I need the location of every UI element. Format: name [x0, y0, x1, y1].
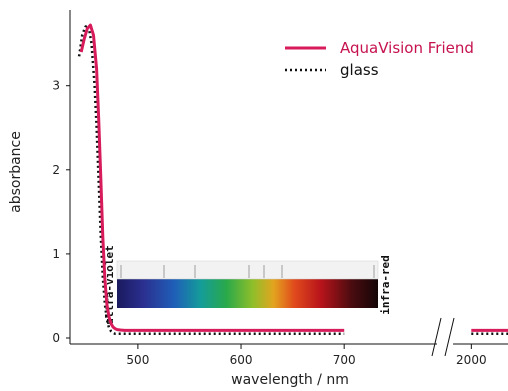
x-axis-ticks: 500 600 700 2000: [126, 344, 487, 367]
axis-break-marks: [431, 317, 455, 357]
x-tick-label: 2000: [456, 353, 487, 367]
x-tick-label: 500: [126, 353, 149, 367]
y-tick-label: 0: [52, 331, 60, 345]
legend-label-glass: glass: [340, 61, 379, 79]
x-axis-title: wavelength / nm: [231, 372, 349, 388]
x-tick-label: 700: [333, 353, 356, 367]
y-tick-label: 2: [52, 163, 60, 177]
y-tick-label: 3: [52, 79, 60, 93]
legend-label-aquavision: AquaVision Friend: [340, 39, 474, 57]
series-line-aquavision-friend-part-0: [79, 23, 345, 332]
y-tick-label: 1: [52, 247, 60, 261]
infra-red-label: infra-red: [379, 255, 392, 315]
x-tick-label: 600: [230, 353, 253, 367]
y-axis-title: absorbance: [8, 131, 24, 213]
y-axis-ticks: 0 1 2 3: [52, 79, 70, 345]
series-line-glass-part-0: [77, 23, 345, 336]
visible-spectrum-strip: [116, 260, 379, 308]
series-layer: [77, 23, 508, 336]
legend: AquaVision Friend glass: [285, 39, 474, 79]
